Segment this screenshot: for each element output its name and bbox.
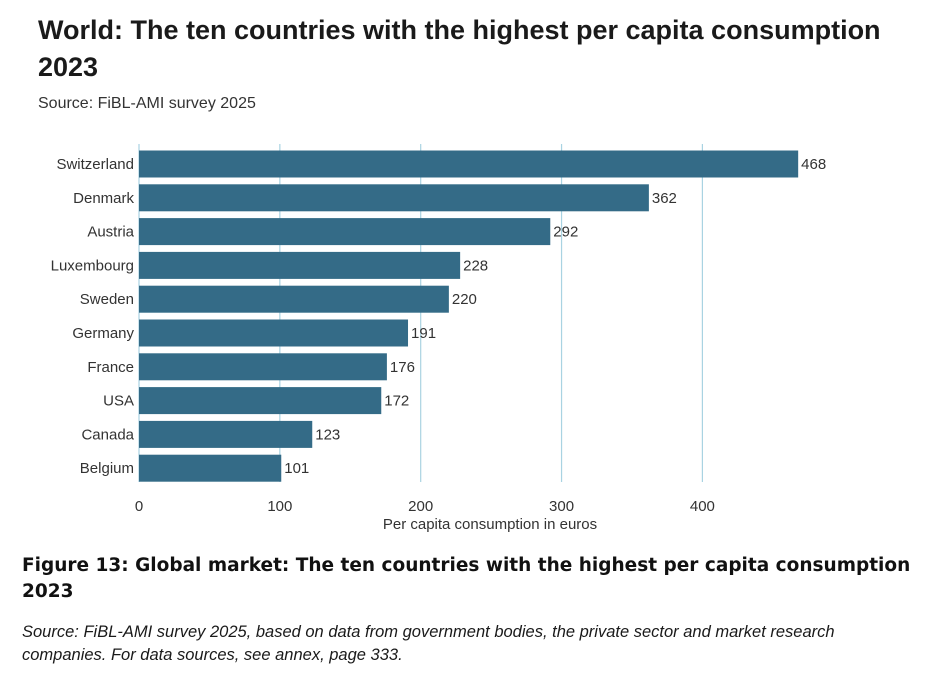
bar-germany <box>139 319 409 347</box>
value-label: 176 <box>390 359 415 376</box>
bar-austria <box>139 218 551 246</box>
bar-chart: 468 362 292 228 220 191 176 172 123 101 Switzerla… <box>51 144 826 533</box>
value-labels: 468 362 292 228 220 191 176 172 123 101 <box>284 156 826 477</box>
category-label: Belgium <box>80 460 134 477</box>
category-label: Denmark <box>73 190 134 207</box>
bar-belgium <box>139 454 282 482</box>
category-label: France <box>87 359 134 376</box>
source-note: Source: FiBL-AMI survey 2025, based on d… <box>22 623 835 664</box>
value-label: 172 <box>384 393 409 410</box>
bar-usa <box>139 387 382 415</box>
value-label: 191 <box>411 325 436 342</box>
category-label: Germany <box>72 325 134 342</box>
x-tick-label: 300 <box>549 498 574 515</box>
bar-france <box>139 353 387 381</box>
x-tick-label: 400 <box>690 498 715 515</box>
x-tick-label: 0 <box>135 498 143 515</box>
chart-subtitle: Source: FiBL-AMI survey 2025 <box>38 95 256 112</box>
category-label: Switzerland <box>56 156 134 173</box>
value-label: 292 <box>553 224 578 241</box>
bar-luxembourg <box>139 251 461 279</box>
x-tick-label: 100 <box>267 498 292 515</box>
x-axis-ticks: 0 100 200 300 400 <box>135 498 715 515</box>
value-label: 101 <box>284 460 309 477</box>
category-label: Sweden <box>80 291 134 308</box>
value-label: 228 <box>463 257 488 274</box>
category-label: Luxembourg <box>51 257 134 274</box>
bar-canada <box>139 420 313 448</box>
value-label: 362 <box>652 190 677 207</box>
category-label: Austria <box>87 224 134 241</box>
category-label: USA <box>103 393 134 410</box>
bar-switzerland <box>139 150 799 178</box>
x-tick-label: 200 <box>408 498 433 515</box>
value-label: 468 <box>801 156 826 173</box>
bar-sweden <box>139 285 449 313</box>
chart-title: World: The ten countries with the highes… <box>38 15 881 82</box>
category-labels: Switzerland Denmark Austria Luxembourg Swede… <box>51 156 135 477</box>
figure-caption: Figure 13: Global market: The ten countr… <box>22 555 911 602</box>
bars <box>139 150 799 482</box>
category-label: Canada <box>81 426 134 443</box>
x-axis-title: Per capita consumption in euros <box>383 516 597 533</box>
value-label: 123 <box>315 426 340 443</box>
bar-denmark <box>139 184 649 212</box>
value-label: 220 <box>452 291 477 308</box>
